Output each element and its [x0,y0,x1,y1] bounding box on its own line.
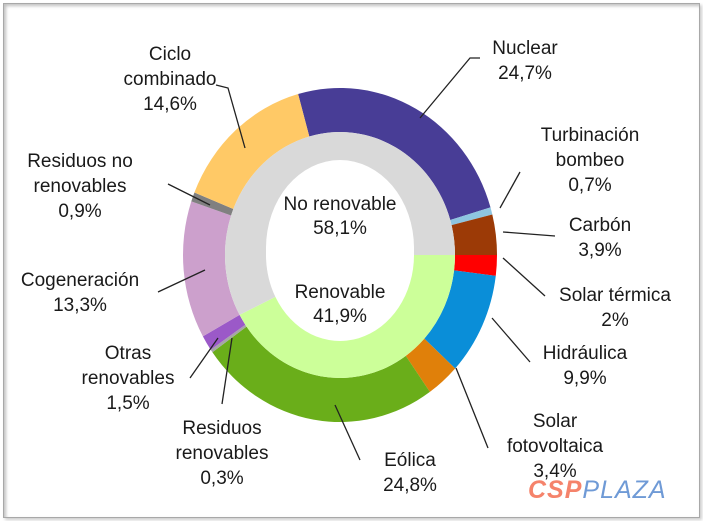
outer-slice-2 [451,214,497,255]
outer-value-9: 13,3% [53,295,107,316]
leader-line-10 [167,183,211,206]
outer-slice-1 [450,207,493,226]
outer-slice-10 [191,192,234,216]
outer-value-4: 9,9% [563,368,606,389]
outer-value-3: 2% [601,310,629,331]
inner-slice-0 [239,255,455,378]
outer-label-8: renovables [82,368,175,389]
leader-line-5 [455,367,489,449]
leader-line-9 [157,269,206,293]
logo-part1: CSP [528,476,583,504]
outer-value-6: 24,8% [383,475,437,496]
outer-label-2: Carbón [569,215,631,236]
outer-value-1: 0,7% [568,175,611,196]
outer-value-5: 3,4% [533,461,576,482]
outer-value-0: 24,7% [498,63,552,84]
outer-value-8: 1,5% [106,393,149,414]
leader-line-2 [502,231,556,237]
csp-plaza-logo: CSPPLAZA [528,476,667,505]
inner-slice-1 [225,132,455,315]
donut-hole [266,160,414,336]
outer-value-11: 14,6% [143,94,197,115]
outer-slice-8 [202,314,246,350]
outer-slice-9 [183,201,240,337]
inner-value-0: 41,9% [313,306,367,327]
outer-label-7: renovables [176,443,269,464]
leader-line-6 [334,404,361,461]
outer-label-1: bombeo [556,150,625,171]
outer-value-2: 3,9% [578,240,621,261]
leader-line-0 [419,57,480,119]
leader-line-3 [502,257,546,297]
inner-label-0: Renovable [295,282,386,303]
logo-part2: PLAZA [582,476,667,504]
outer-slice-6 [212,326,430,423]
outer-label-9: Cogeneración [21,270,139,291]
inner-label-1: No renovable [283,194,396,215]
outer-label-7: Residuos [182,418,261,439]
outer-slice-5 [405,338,456,392]
outer-label-10: renovables [34,176,127,197]
outer-value-10: 0,9% [58,201,101,222]
outer-slice-0 [298,88,491,220]
outer-label-8: Otras [105,343,151,364]
outer-label-5: Solar [533,411,578,432]
outer-slice-11 [194,94,310,210]
outer-slice-3 [454,255,497,276]
outer-label-10: Residuos no [27,151,133,172]
outer-value-7: 0,3% [200,468,243,489]
leader-line-11 [215,84,246,149]
outer-label-1: Turbinación [541,125,640,146]
leader-line-7 [221,337,233,405]
outer-label-0: Nuclear [492,38,558,59]
outer-label-11: combinado [124,69,217,90]
leader-line-4 [491,317,531,363]
outer-label-11: Ciclo [149,44,191,65]
leader-line-1 [499,171,521,209]
outer-label-4: Hidráulica [543,343,628,364]
leader-line-8 [189,337,219,379]
outer-label-3: Solar térmica [559,285,671,306]
inner-value-1: 58,1% [313,218,367,239]
outer-label-5: fotovoltaica [507,436,604,457]
outer-label-6: Eólica [384,450,436,471]
outer-slice-7 [210,324,247,353]
outer-slice-4 [424,270,496,369]
